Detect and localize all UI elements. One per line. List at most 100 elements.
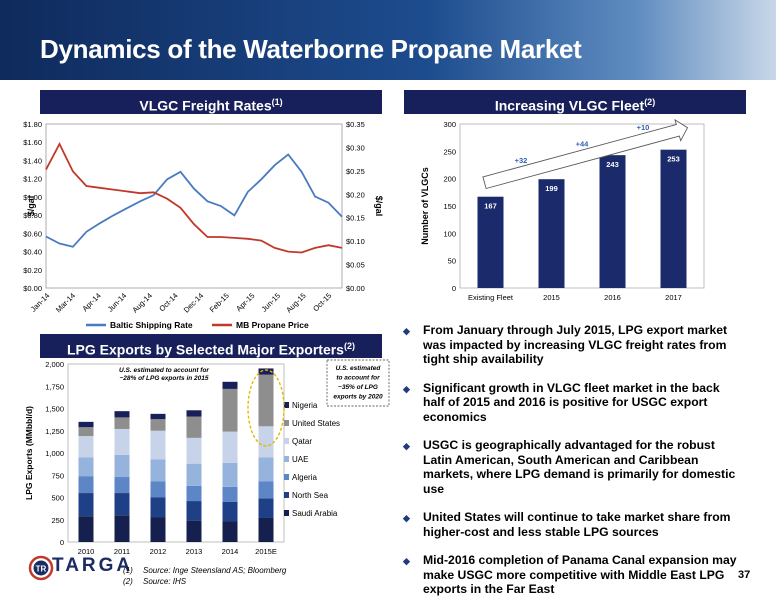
stacked-bar-segment bbox=[186, 520, 202, 542]
stacked-bar-segment bbox=[258, 426, 274, 458]
legend-swatch bbox=[284, 510, 289, 516]
growth-annotation: +44 bbox=[576, 139, 590, 148]
y-axis-tick-label: 1,750 bbox=[45, 382, 64, 391]
bar bbox=[538, 179, 565, 288]
x-axis-tick-label: 2015 bbox=[543, 293, 560, 302]
legend-label: Qatar bbox=[292, 437, 312, 446]
stacked-bar-segment bbox=[78, 476, 94, 494]
bar-value-label: 243 bbox=[606, 160, 619, 169]
y-axis-tick-label: 100 bbox=[443, 229, 456, 238]
left-axis-tick-label: $1.40 bbox=[23, 156, 42, 165]
annotation-line: U.S. estimated to account for bbox=[119, 367, 209, 374]
right-axis-tick-label: $0.35 bbox=[346, 120, 365, 129]
left-axis-tick-label: $1.80 bbox=[23, 120, 42, 129]
x-axis-tick-label: Oct-14 bbox=[157, 291, 179, 313]
y-axis-label: LPG Exports (MMbbl/d) bbox=[24, 406, 34, 500]
bullet-list: ◆ From January through July 2015, LPG exp… bbox=[401, 323, 741, 600]
stacked-bar-segment bbox=[150, 481, 166, 498]
right-axis-tick-label: $0.25 bbox=[346, 167, 365, 176]
x-axis-tick-label: Aug-15 bbox=[284, 291, 307, 314]
stacked-bar-segment bbox=[78, 493, 94, 517]
stacked-bar-segment bbox=[114, 515, 130, 542]
x-axis-tick-label: 2013 bbox=[186, 547, 203, 556]
bullet-item: ◆ United States will continue to take mar… bbox=[401, 510, 741, 539]
growth-arrow bbox=[482, 118, 689, 190]
highlight-ellipse bbox=[247, 369, 285, 447]
y-axis-tick-label: 2,000 bbox=[45, 360, 64, 369]
bullet-text: USGC is geographically advantaged for th… bbox=[423, 438, 736, 496]
legend-swatch bbox=[284, 492, 289, 498]
left-axis-tick-label: $0.60 bbox=[23, 229, 42, 238]
legend-label: Nigeria bbox=[292, 401, 318, 410]
bullet-text: Mid-2016 completion of Panama Canal expa… bbox=[423, 553, 737, 596]
x-axis-tick-label: Oct-15 bbox=[311, 291, 333, 313]
bullet-item: ◆ Significant growth in VLGC fleet market… bbox=[401, 381, 741, 425]
bullet-item: ◆ Mid-2016 completion of Panama Canal exp… bbox=[401, 553, 741, 597]
footnote-text: Source: Inge Steensland AS; Bloomberg bbox=[143, 566, 287, 575]
y-axis-tick-label: 0 bbox=[452, 284, 456, 293]
x-axis-tick-label: 2015E bbox=[255, 547, 277, 556]
stacked-bar-segment bbox=[222, 381, 238, 389]
left-axis-tick-label: $1.00 bbox=[23, 193, 42, 202]
left-axis-tick-label: $0.20 bbox=[23, 266, 42, 275]
stacked-bar-segment bbox=[150, 497, 166, 518]
left-axis-tick-label: $0.40 bbox=[23, 248, 42, 257]
x-axis-tick-label: Mar-14 bbox=[54, 291, 77, 314]
stacked-bar-segment bbox=[222, 501, 238, 522]
exports-panel-title: LPG Exports by Selected Major Exporters bbox=[67, 341, 344, 358]
growth-annotation: +10 bbox=[637, 123, 650, 132]
stacked-bar-segment bbox=[258, 457, 274, 482]
stacked-bar-segment bbox=[114, 493, 130, 516]
annotation-line: to account for bbox=[336, 375, 380, 382]
stacked-bar-segment bbox=[222, 431, 238, 463]
right-axis-tick-label: $0.30 bbox=[346, 143, 365, 152]
annotation-box bbox=[326, 359, 390, 407]
stacked-bar-segment bbox=[222, 388, 238, 432]
y-axis-tick-label: 200 bbox=[443, 175, 456, 184]
bullet-item: ◆ From January through July 2015, LPG exp… bbox=[401, 323, 741, 367]
legend-swatch bbox=[284, 474, 289, 480]
stacked-bar-segment bbox=[114, 428, 130, 455]
right-axis-tick-label: $0.15 bbox=[346, 214, 365, 223]
x-axis-tick-label: 2014 bbox=[222, 547, 239, 556]
growth-annotation: +32 bbox=[515, 156, 528, 165]
logo-wordmark: TARGA bbox=[52, 555, 134, 576]
freight-rates-chart: $0.00 $0.20 $0.40 $0.60 $0.80 $1.00 $1.20 $1.40… bbox=[23, 120, 384, 330]
y-axis-tick-label: 300 bbox=[443, 120, 456, 129]
left-axis-tick-label: $0.80 bbox=[23, 211, 42, 220]
y-axis-tick-label: 0 bbox=[60, 538, 64, 547]
page-title: Dynamics of the Waterborne Propane Marke… bbox=[40, 34, 582, 64]
stacked-bar-segment bbox=[258, 368, 274, 375]
annotation-line: ~35% of LPG bbox=[338, 384, 378, 391]
x-axis-tick-label: Jun-14 bbox=[106, 291, 129, 314]
bar bbox=[477, 196, 504, 288]
x-axis-tick-label: Apr-14 bbox=[80, 291, 102, 313]
stacked-bar-segment bbox=[150, 430, 166, 460]
y-axis-tick-label: 1,500 bbox=[45, 405, 64, 414]
x-axis-tick-label: 2012 bbox=[150, 547, 167, 556]
x-axis-tick-label: 2011 bbox=[114, 547, 130, 556]
stacked-bar-segment bbox=[186, 410, 202, 417]
bullet-item: ◆ USGC is geographically advantaged for t… bbox=[401, 438, 741, 496]
right-axis-label: $/gal bbox=[374, 196, 384, 217]
footnotes: (1) Source: Inge Steensland AS; Bloomberg… bbox=[123, 565, 286, 587]
lpg-exports-chart: 0 250 500 750 1,000 1,250 1,500 1,750 2,000 LPG E… bbox=[24, 359, 390, 556]
bar bbox=[599, 155, 626, 288]
y-axis-tick-label: 250 bbox=[51, 516, 64, 525]
stacked-bar-segment bbox=[114, 411, 130, 418]
legend-swatch bbox=[284, 402, 289, 408]
stacked-bar-segment bbox=[114, 454, 130, 478]
bullet-text: From January through July 2015, LPG expo… bbox=[423, 323, 728, 366]
freight-panel-header: VLGC Freight Rates(1) bbox=[40, 90, 382, 114]
freight-panel-footnote-ref: (1) bbox=[271, 97, 283, 107]
bar-value-label: 167 bbox=[484, 202, 497, 211]
footnote-text: Source: IHS bbox=[143, 577, 187, 586]
stacked-bar-segment bbox=[258, 517, 274, 542]
stacked-bar-segment bbox=[186, 485, 202, 502]
plot-frame bbox=[67, 363, 285, 543]
annotation-line: ~28% of LPG exports in 2015 bbox=[119, 375, 208, 382]
stacked-bar-segment bbox=[150, 459, 166, 482]
targa-logo-icon: TR bbox=[28, 555, 54, 581]
left-axis-tick-label: $0.00 bbox=[23, 284, 42, 293]
x-axis-tick-label: Aug-14 bbox=[130, 291, 153, 314]
